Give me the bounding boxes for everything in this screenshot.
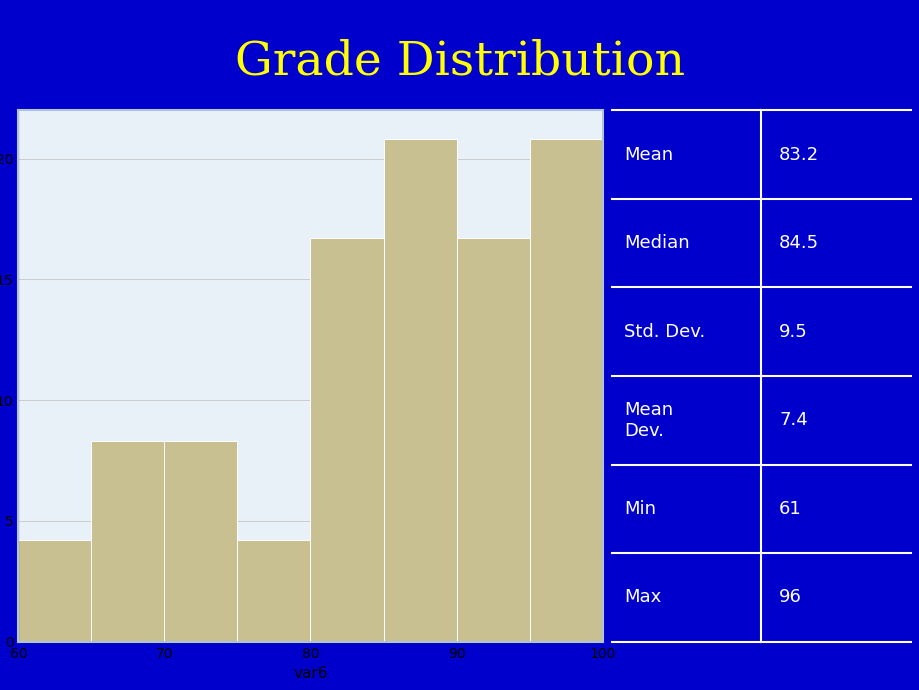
Text: 83.2: 83.2: [778, 146, 819, 164]
Text: 61: 61: [778, 500, 801, 518]
Bar: [91, 442, 165, 642]
Bar: [165, 442, 237, 642]
Text: Median: Median: [623, 234, 688, 253]
Text: Max: Max: [623, 589, 660, 607]
Text: Std. Dev.: Std. Dev.: [623, 323, 704, 341]
Text: 84.5: 84.5: [778, 234, 819, 253]
Bar: [456, 238, 529, 642]
Text: Mean: Mean: [623, 146, 672, 164]
Text: Min: Min: [623, 500, 655, 518]
Bar: [310, 238, 383, 642]
Bar: [237, 540, 311, 642]
Bar: [383, 139, 456, 642]
Bar: [529, 139, 602, 642]
Text: 7.4: 7.4: [778, 411, 807, 429]
Bar: [18, 540, 91, 642]
Text: 96: 96: [778, 589, 801, 607]
Text: Mean
Dev.: Mean Dev.: [623, 401, 672, 440]
Text: Grade Distribution: Grade Distribution: [234, 39, 685, 85]
X-axis label: var6: var6: [293, 666, 327, 681]
Text: 9.5: 9.5: [778, 323, 807, 341]
